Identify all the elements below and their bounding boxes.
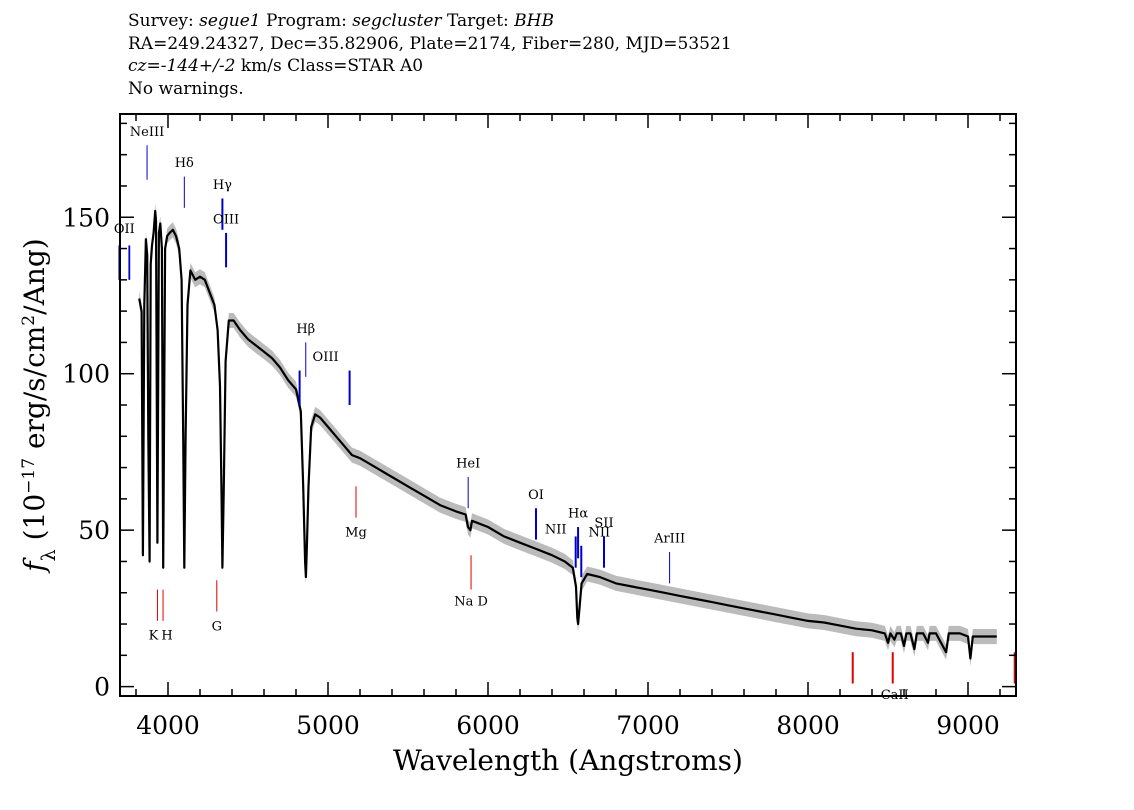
spectral-line-marker: OIII bbox=[298, 350, 351, 405]
spectrum-line bbox=[138, 209, 997, 660]
marker-label: ArIII bbox=[653, 532, 685, 547]
marker-label: OI bbox=[528, 488, 544, 503]
marker-label: Mg bbox=[345, 525, 367, 540]
y-tick-label: 50 bbox=[78, 516, 110, 545]
marker-label: Hγ bbox=[213, 178, 232, 193]
error-band bbox=[139, 203, 997, 666]
marker-label: Hβ bbox=[296, 322, 315, 337]
tick-layer: 4000 5000 6000 7000 8000 9000 0 50 100 150 bbox=[62, 114, 1016, 740]
spectral-line-marker: OIII bbox=[213, 213, 239, 268]
header-line-survey: Survey: segue1 Program: segcluster Targe… bbox=[128, 10, 732, 33]
spectral-line-marker: NII bbox=[545, 522, 577, 568]
x-tick-label: 7000 bbox=[616, 711, 680, 740]
survey-label: Survey: bbox=[128, 11, 200, 31]
x-tick-label: 9000 bbox=[936, 711, 1000, 740]
spectral-line-marker: OI bbox=[528, 488, 544, 540]
target-label: Target: bbox=[441, 11, 515, 31]
marker-label: Hα bbox=[568, 507, 588, 522]
marker-label: OIII bbox=[213, 213, 239, 228]
marker-label: H bbox=[161, 629, 172, 644]
error-band-layer bbox=[139, 203, 997, 666]
y-axis-title: fλ (10−17 erg/s/cm2/Ang) bbox=[18, 238, 60, 573]
marker-label: OII bbox=[114, 222, 135, 237]
program-value: segcluster bbox=[352, 11, 442, 31]
spectral-line-marker: HeI bbox=[456, 457, 480, 509]
y-tick-label: 150 bbox=[62, 203, 110, 232]
cz-value: cz=-144+/-2 bbox=[128, 56, 236, 76]
marker-label: Hδ bbox=[175, 156, 194, 171]
marker-label: K bbox=[149, 629, 159, 644]
marker-label: G bbox=[212, 619, 222, 634]
spectral-line-marker: SII bbox=[594, 516, 614, 568]
spectral-line-marker: Mg bbox=[345, 486, 367, 540]
spectral-line-marker: Hδ bbox=[175, 156, 194, 208]
class-value: km/s Class=STAR A0 bbox=[235, 56, 424, 76]
spectral-line-marker: Na D bbox=[454, 555, 488, 609]
marker-label: NII bbox=[545, 522, 567, 537]
spectral-line-marker: Hβ bbox=[296, 322, 315, 377]
x-tick-label: 6000 bbox=[456, 711, 520, 740]
survey-value: segue1 bbox=[199, 11, 261, 31]
spectral-line-marker: G bbox=[212, 580, 222, 634]
header-line-redshift: cz=-144+/-2 km/s Class=STAR A0 bbox=[128, 55, 732, 78]
marker-label: SII bbox=[594, 516, 613, 531]
marker-label: NeIII bbox=[130, 125, 164, 140]
x-axis-title: Wavelength (Angstroms) bbox=[393, 744, 743, 777]
spectral-line-marker: ArIII bbox=[653, 532, 685, 584]
line-marker-layer: OIINeIIIHδHγOIIIHβOIIIHeIOINIIHαNIISIIAr… bbox=[114, 125, 1016, 703]
spectral-line-marker: K bbox=[149, 589, 159, 644]
target-value: BHB bbox=[514, 11, 554, 31]
spectrum-layer bbox=[138, 209, 997, 660]
x-tick-label: 4000 bbox=[136, 711, 200, 740]
y-tick-label: 0 bbox=[94, 673, 110, 702]
spectral-line-marker: OII bbox=[114, 222, 135, 280]
y-tick-label: 100 bbox=[62, 360, 110, 389]
header-line-coordinates: RA=249.24327, Dec=35.82906, Plate=2174, … bbox=[128, 33, 732, 54]
x-tick-label: 5000 bbox=[296, 711, 360, 740]
x-tick-label: 8000 bbox=[776, 711, 840, 740]
spectral-line-marker: NeIII bbox=[130, 125, 164, 180]
marker-label: HeI bbox=[456, 457, 480, 472]
spectral-line-marker: H bbox=[161, 589, 173, 644]
marker-label: Na D bbox=[454, 594, 488, 609]
header-line-warnings: No warnings. bbox=[128, 78, 244, 99]
plot-frame bbox=[119, 113, 1017, 697]
spectral-line-marker: Hα bbox=[568, 507, 588, 559]
marker-label: OIII bbox=[313, 350, 339, 365]
spectrum-header: Survey: segue1 Program: segcluster Targe… bbox=[128, 10, 732, 100]
program-label: Program: bbox=[260, 11, 353, 31]
spectral-line-marker: Hγ bbox=[213, 178, 232, 230]
